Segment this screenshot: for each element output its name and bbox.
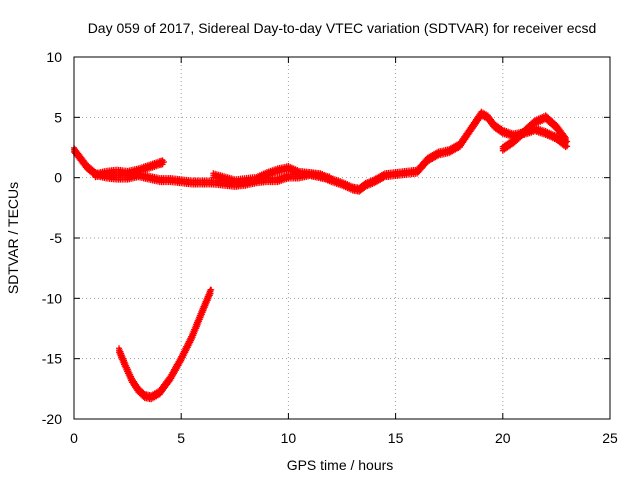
chart-title: Day 059 of 2017, Sidereal Day-to-day VTE… (88, 20, 597, 36)
y-axis-label: SDTVAR / TECUs (5, 182, 21, 294)
series-main-track (71, 108, 571, 195)
x-tick-label: 5 (177, 430, 185, 446)
x-axis-label: GPS time / hours (287, 457, 394, 473)
y-tick-label: -5 (50, 230, 63, 246)
y-tick-label: 0 (54, 170, 62, 186)
x-tick-label: 10 (281, 430, 297, 446)
x-tick-label: 25 (602, 430, 618, 446)
data-layer (71, 108, 571, 403)
y-tick-label: 5 (54, 109, 62, 125)
y-tick-label: -20 (42, 411, 62, 427)
series-upper-branch (92, 157, 168, 181)
data-point (208, 286, 215, 293)
series-mid-branch (210, 163, 335, 187)
y-tick-label: -15 (42, 351, 62, 367)
data-point (564, 138, 571, 145)
data-point (207, 290, 214, 297)
data-point (361, 184, 368, 191)
x-tick-label: 20 (495, 430, 511, 446)
series-late-branch (499, 112, 571, 154)
x-tick-label: 15 (388, 430, 404, 446)
x-tick-label: 0 (70, 430, 78, 446)
data-point (328, 175, 335, 182)
y-tick-label: 10 (46, 49, 62, 65)
ticks: 0 5 10 15 20 25 -20 -15 -10 -5 0 5 10 (42, 49, 618, 446)
data-point (161, 158, 168, 165)
y-tick-label: -10 (42, 290, 62, 306)
series-lower-arc (116, 286, 215, 403)
data-point (530, 122, 537, 129)
grid (74, 57, 610, 419)
